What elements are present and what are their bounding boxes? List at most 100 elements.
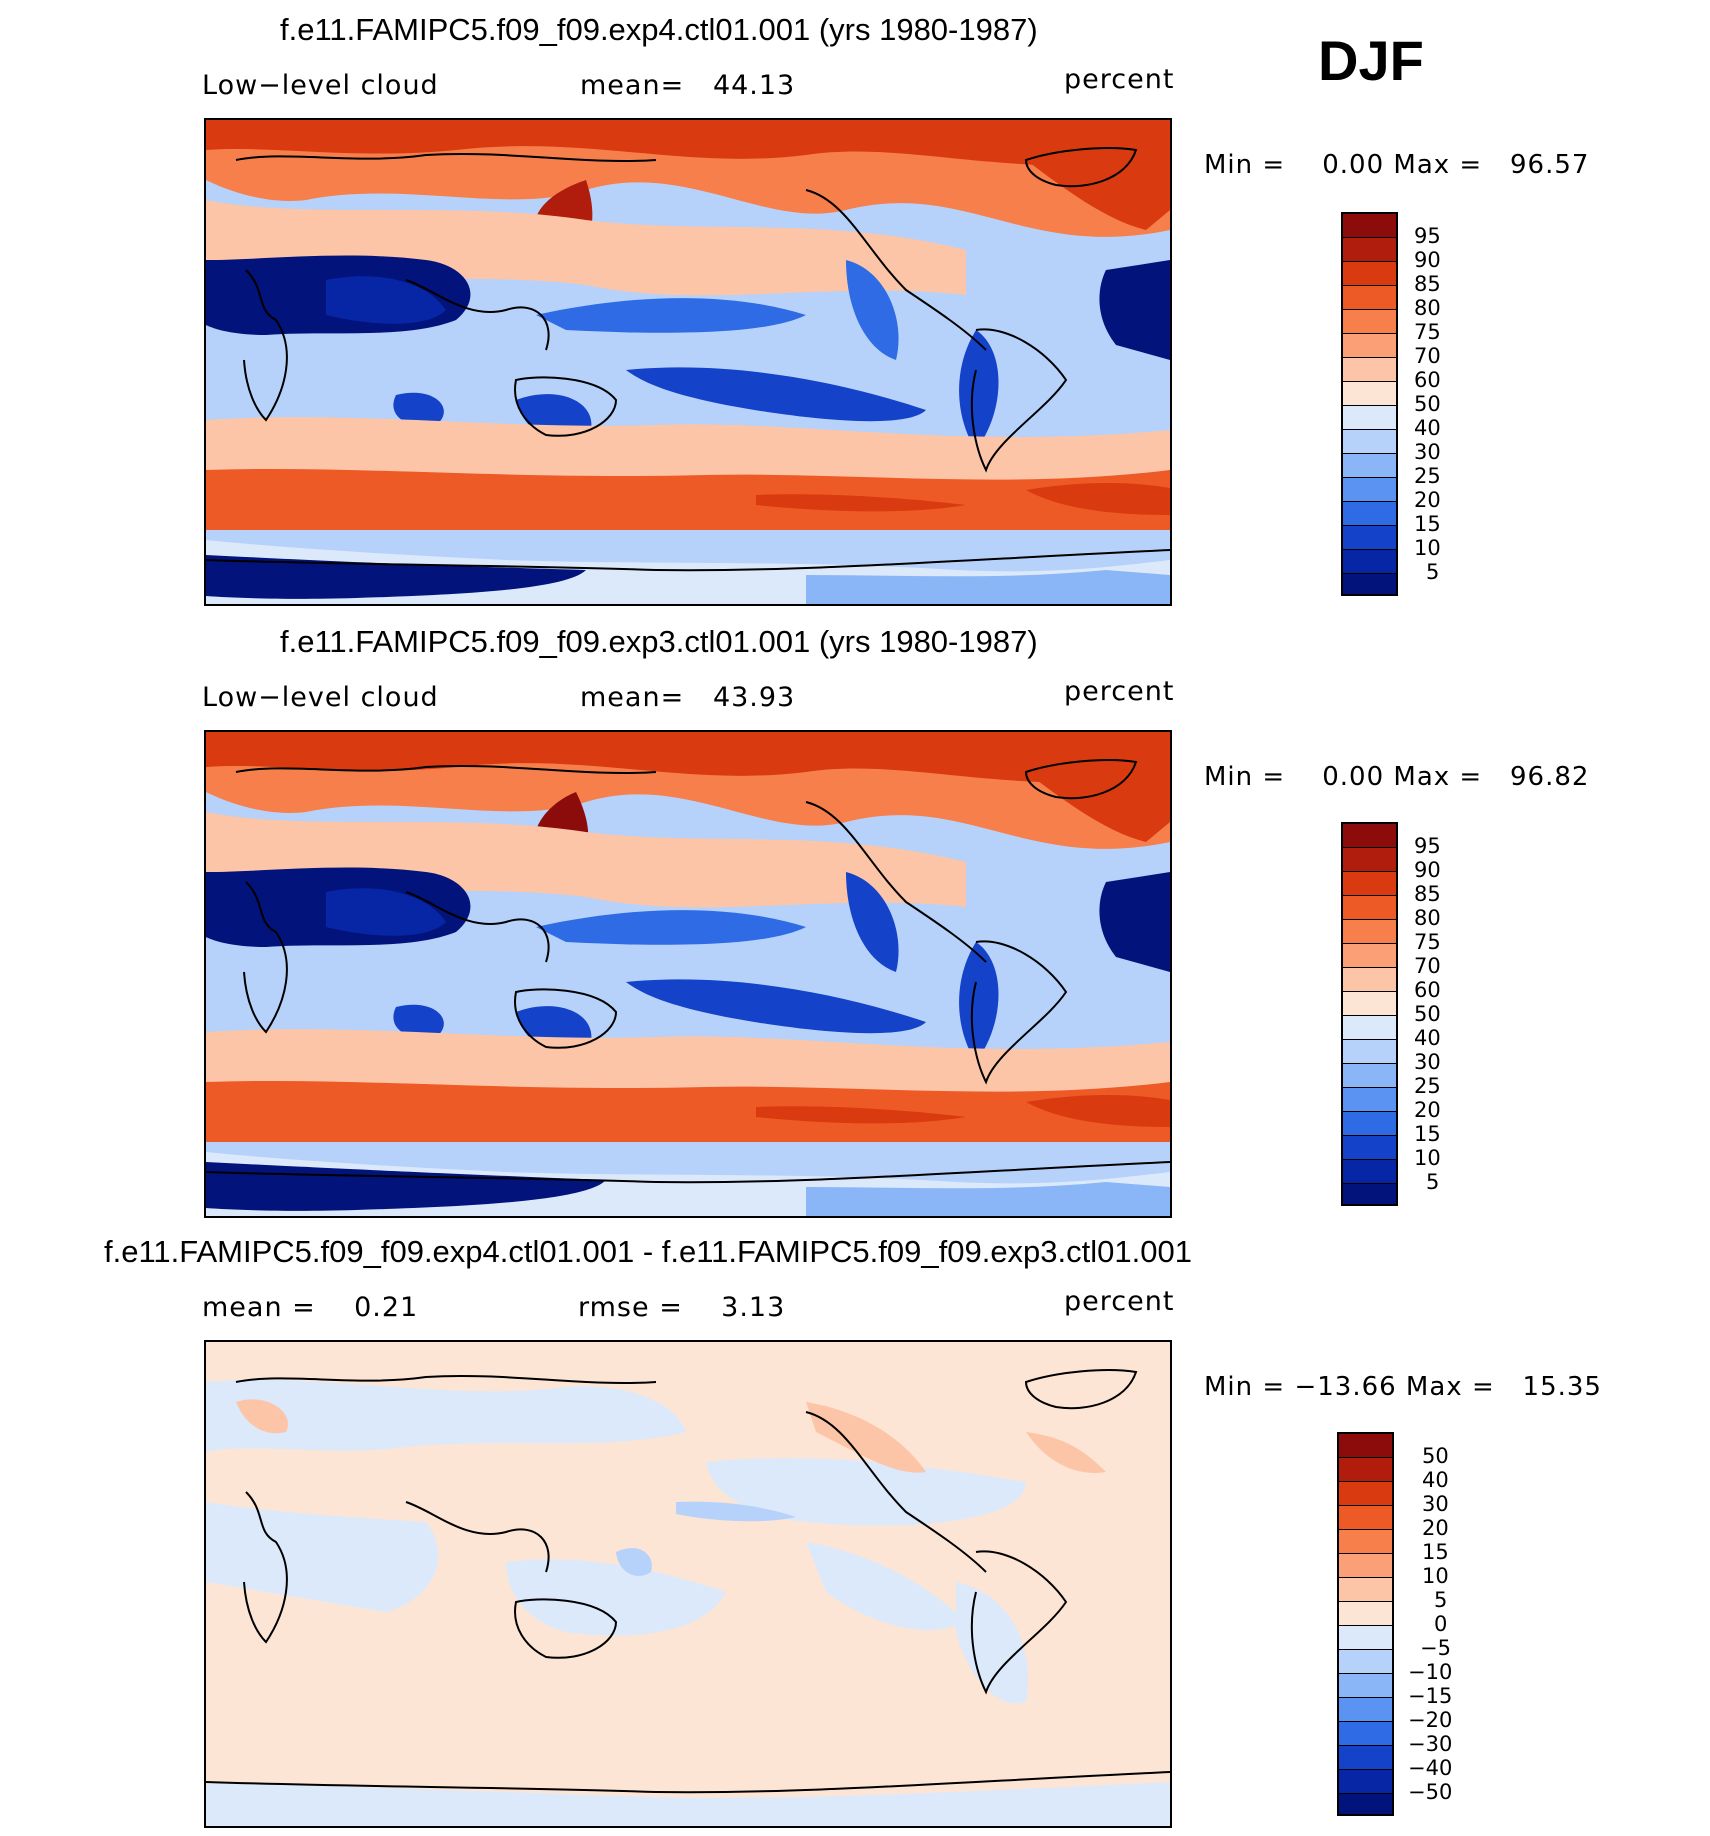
cb1-swatch-6 (1343, 334, 1396, 358)
cb1-label: 15 (1414, 512, 1441, 536)
panel3-rmse-label: rmse = 3.13 (578, 1292, 786, 1323)
cb2-label: 15 (1414, 1122, 1441, 1146)
cb3-label: −20 (1408, 1708, 1453, 1732)
cb3-swatch-5 (1339, 1530, 1392, 1554)
panel1-minmax: Min = 0.00 Max = 96.57 (1204, 150, 1590, 180)
cb2-label: 20 (1414, 1098, 1441, 1122)
panel3-map-svg (206, 1342, 1170, 1826)
panel3-colorbar (1337, 1432, 1394, 1816)
cb3-label: −40 (1408, 1756, 1453, 1780)
cb2-label: 80 (1414, 906, 1441, 930)
panel1-map (204, 118, 1172, 606)
cb1-label: 50 (1414, 392, 1441, 416)
cb2-label: 40 (1414, 1026, 1441, 1050)
cb1-swatch-4 (1343, 286, 1396, 310)
cb3-label: 10 (1422, 1564, 1449, 1588)
cb3-swatch-16 (1339, 1794, 1392, 1814)
cb3-swatch-15 (1339, 1770, 1392, 1794)
panel1-title: f.e11.FAMIPC5.f09_f09.exp4.ctl01.001 (yr… (280, 12, 1038, 47)
cb1-swatch-11 (1343, 454, 1396, 478)
cb1-swatch-14 (1343, 526, 1396, 550)
cb1-swatch-8 (1343, 382, 1396, 406)
panel2-units-label: percent (1064, 676, 1175, 707)
cb3-label: 40 (1422, 1468, 1449, 1492)
cb3-label: 0 (1434, 1612, 1448, 1636)
cb2-swatch-10 (1343, 1040, 1396, 1064)
cb1-label: 25 (1414, 464, 1441, 488)
cb3-swatch-13 (1339, 1722, 1392, 1746)
cb2-swatch-11 (1343, 1064, 1396, 1088)
cb1-label: 20 (1414, 488, 1441, 512)
cb3-label: −50 (1408, 1780, 1453, 1804)
cb1-swatch-16 (1343, 574, 1396, 594)
cb1-label: 90 (1414, 248, 1441, 272)
cb2-swatch-6 (1343, 944, 1396, 968)
panel1-variable-label: Low−level cloud (202, 70, 439, 101)
cb1-swatch-15 (1343, 550, 1396, 574)
cb1-swatch-7 (1343, 358, 1396, 382)
cb3-swatch-3 (1339, 1482, 1392, 1506)
cb1-swatch-2 (1343, 238, 1396, 262)
panel2-variable-label: Low−level cloud (202, 682, 439, 713)
panel3-units-label: percent (1064, 1286, 1175, 1317)
cb1-label: 10 (1414, 536, 1441, 560)
cb3-label: −10 (1408, 1660, 1453, 1684)
cb2-swatch-12 (1343, 1088, 1396, 1112)
cb2-label: 95 (1414, 834, 1441, 858)
cb2-swatch-1 (1343, 824, 1396, 848)
cb1-label: 70 (1414, 344, 1441, 368)
cb3-label: 50 (1422, 1444, 1449, 1468)
cb3-label: 20 (1422, 1516, 1449, 1540)
cb1-label: 40 (1414, 416, 1441, 440)
panel3-map (204, 1340, 1172, 1828)
panel2-map (204, 730, 1172, 1218)
cb3-label: 5 (1434, 1588, 1448, 1612)
cb1-label: 30 (1414, 440, 1441, 464)
panel1-mean-label: mean= 44.13 (580, 70, 796, 101)
cb1-swatch-13 (1343, 502, 1396, 526)
cb3-label: 30 (1422, 1492, 1449, 1516)
cb2-label: 50 (1414, 1002, 1441, 1026)
cb3-swatch-9 (1339, 1626, 1392, 1650)
cb1-swatch-9 (1343, 406, 1396, 430)
cb1-swatch-12 (1343, 478, 1396, 502)
panel2-mean-label: mean= 43.93 (580, 682, 796, 713)
cb1-label: 60 (1414, 368, 1441, 392)
panel3-minmax: Min = −13.66 Max = 15.35 (1204, 1372, 1602, 1402)
cb3-swatch-8 (1339, 1602, 1392, 1626)
cb3-label: −15 (1408, 1684, 1453, 1708)
cb2-swatch-16 (1343, 1184, 1396, 1204)
cb1-swatch-1 (1343, 214, 1396, 238)
cb2-label: 5 (1426, 1170, 1440, 1194)
cb2-label: 75 (1414, 930, 1441, 954)
cb2-label: 60 (1414, 978, 1441, 1002)
cb1-label: 85 (1414, 272, 1441, 296)
cb1-label: 75 (1414, 320, 1441, 344)
cb3-label: −5 (1420, 1636, 1451, 1660)
cb2-label: 85 (1414, 882, 1441, 906)
cb2-swatch-13 (1343, 1112, 1396, 1136)
cb3-swatch-1 (1339, 1434, 1392, 1458)
panel3-title: f.e11.FAMIPC5.f09_f09.exp4.ctl01.001 - f… (104, 1234, 1192, 1269)
panel1-units-label: percent (1064, 64, 1175, 95)
cb2-label: 30 (1414, 1050, 1441, 1074)
cb3-swatch-11 (1339, 1674, 1392, 1698)
cb3-label: 15 (1422, 1540, 1449, 1564)
cb1-label: 5 (1426, 560, 1440, 584)
panel1-map-svg (206, 120, 1170, 604)
cb2-swatch-7 (1343, 968, 1396, 992)
cb2-label: 70 (1414, 954, 1441, 978)
cb1-label: 95 (1414, 224, 1441, 248)
panel2-minmax: Min = 0.00 Max = 96.82 (1204, 762, 1590, 792)
cb3-swatch-14 (1339, 1746, 1392, 1770)
cb3-swatch-10 (1339, 1650, 1392, 1674)
panel2-colorbar (1341, 822, 1398, 1206)
cb1-swatch-3 (1343, 262, 1396, 286)
panel2-map-svg (206, 732, 1170, 1216)
cb3-swatch-2 (1339, 1458, 1392, 1482)
panel2-title: f.e11.FAMIPC5.f09_f09.exp3.ctl01.001 (yr… (280, 624, 1038, 659)
panel3-mean-label: mean = 0.21 (202, 1292, 419, 1323)
cb2-swatch-4 (1343, 896, 1396, 920)
cb2-label: 90 (1414, 858, 1441, 882)
cb2-swatch-15 (1343, 1160, 1396, 1184)
